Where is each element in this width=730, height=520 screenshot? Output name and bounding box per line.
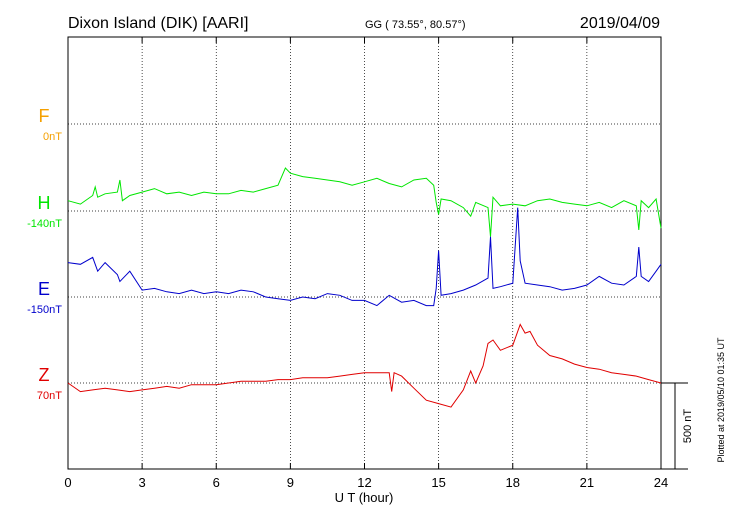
series-E-name: E [38, 279, 50, 299]
station-title: Dixon Island (DIK) [AARI] [68, 15, 249, 32]
x-tick-label: 9 [287, 475, 294, 490]
x-tick-label: 6 [213, 475, 220, 490]
scale-bar: 500 nT [661, 382, 694, 470]
series-F-baseline: 0nT [43, 131, 62, 143]
series-E-line [67, 207, 662, 307]
scale-label: 500 nT [682, 409, 694, 444]
x-tick-label: 15 [431, 475, 445, 490]
series-Z-line [67, 323, 662, 408]
x-tick-label: 24 [654, 475, 668, 490]
x-tick-label: 0 [64, 475, 71, 490]
coords-label: GG ( 73.55°, 80.57°) [365, 19, 466, 31]
date-label: 2019/04/09 [580, 15, 660, 32]
x-tick-label: 18 [506, 475, 520, 490]
x-tick-label: 12 [357, 475, 371, 490]
series-H-name: H [38, 193, 51, 213]
series-Z-baseline: 70nT [37, 390, 62, 402]
series-H-baseline: -140nT [27, 218, 62, 230]
series-Z-name: Z [39, 365, 50, 385]
series-E-baseline: -150nT [27, 304, 62, 316]
plotted-timestamp: Plotted at 2019/05/10 01:35 UT [716, 337, 726, 463]
grid [68, 37, 661, 469]
series-group [67, 167, 662, 408]
x-axis: 0 3 6 9 12 15 18 21 24 [64, 37, 668, 490]
x-tick-label: 3 [139, 475, 146, 490]
series-H-line [67, 167, 662, 237]
series-labels: F 0nT H -140nT E -150nT Z 70nT [27, 106, 62, 402]
x-axis-label: U T (hour) [335, 490, 394, 505]
x-tick-label: 21 [580, 475, 594, 490]
series-F-name: F [39, 106, 50, 126]
